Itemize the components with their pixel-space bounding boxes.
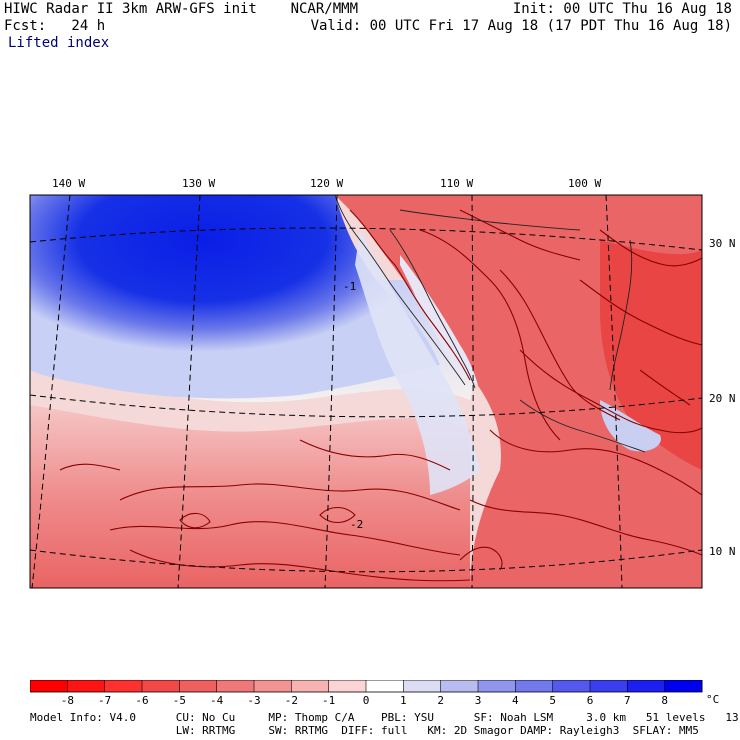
lat-label-30n: 30 N: [709, 237, 736, 250]
colorbar-tick-labels: -8 -7 -6 -5 -4 -3 -2 -1 0 1 2 3 4 5 6 7 8: [61, 680, 668, 707]
lat-label-20n: 20 N: [709, 392, 736, 405]
colorbar-bin: [254, 680, 292, 692]
init-time: Init: 00 UTC Thu 16 Aug 18: [512, 1, 732, 17]
model-info-line1: Model Info: V4.0 CU: No Cu MP: Thomp C/A…: [30, 711, 740, 724]
southern-unstable-region: [30, 405, 470, 588]
colorbar-tick-label: 3: [475, 694, 482, 707]
lat-label-10n: 10 N: [709, 545, 736, 558]
colorbar-tick-label: 5: [549, 694, 556, 707]
colorbar-tick-label: -3: [247, 694, 260, 707]
colorbar-bin: [664, 680, 703, 692]
contour-label-minus1: -1: [343, 280, 356, 293]
colorbar-bins: [30, 680, 703, 692]
colorbar-tick-label: 7: [624, 694, 631, 707]
colorbar-bin: [440, 680, 479, 692]
baja-coastal-stable: [355, 230, 480, 495]
colorbar-bin: [328, 680, 367, 692]
lon-label-140w: 140 W: [52, 177, 85, 190]
graticule: [29, 194, 703, 589]
colorbar-tick-label: 2: [437, 694, 444, 707]
colorbar-bin: [30, 680, 68, 692]
colorbar-bin: [142, 680, 180, 692]
colorbar-bin: [104, 680, 143, 692]
model-title: HIWC Radar II 3km ARW-GFS init NCAR/MMM: [4, 1, 359, 17]
colorbar-tick-label: -8: [61, 694, 74, 707]
field-name: Lifted index: [8, 35, 110, 51]
map-canvas: 140 W 130 W 120 W 110 W 100 W 30 N 20 N …: [29, 177, 736, 589]
colorbar-bin: [515, 680, 554, 692]
colorbar-tick-label: 4: [512, 694, 519, 707]
colorbar: -8 -7 -6 -5 -4 -3 -2 -1 0 1 2 3 4 5 6 7 8 °C: [30, 680, 719, 707]
colorbar-tick-label: -4: [210, 694, 224, 707]
forecast-hour: Fcst: 24 h: [4, 18, 106, 34]
colorbar-tick-label: -6: [135, 694, 148, 707]
colorbar-tick-label: -2: [285, 694, 298, 707]
colorbar-tick-label: 1: [400, 694, 407, 707]
stable-ocean-region: [30, 195, 440, 399]
contour-label-minus2: -2: [350, 518, 363, 531]
gulf-unstable-region: [600, 240, 702, 470]
colorbar-unit: °C: [706, 693, 719, 706]
lon-label-110w: 110 W: [440, 177, 473, 190]
colorbar-bin: [627, 680, 666, 692]
colorbar-tick-label: -1: [322, 694, 335, 707]
colorbar-bin: [179, 680, 218, 692]
valid-time: Valid: 00 UTC Fri 17 Aug 18 (17 PDT Thu …: [310, 18, 732, 34]
lon-label-100w: 100 W: [568, 177, 601, 190]
colorbar-tick-label: -7: [98, 694, 111, 707]
bay-of-campeche: [600, 400, 661, 452]
colorbar-bin: [291, 680, 330, 692]
colorbar-bin: [590, 680, 628, 692]
lon-label-120w: 120 W: [310, 177, 343, 190]
map-frame: [29, 194, 703, 589]
colorbar-tick-label: 0: [363, 694, 370, 707]
colorbar-tick-label: 6: [587, 694, 594, 707]
colorbar-bin: [552, 680, 591, 692]
lon-label-130w: 130 W: [182, 177, 215, 190]
colorbar-bin: [216, 680, 255, 692]
colorbar-bin: [67, 680, 106, 692]
colorbar-tick-label: 8: [661, 694, 668, 707]
model-info-line2: LW: RRTMG SW: RRTMG DIFF: full KM: 2D Sm…: [30, 724, 699, 737]
colorbar-bin: [403, 680, 442, 692]
colorbar-bin: [478, 680, 516, 692]
lifted-index-map: 140 W 130 W 120 W 110 W 100 W 30 N 20 N …: [0, 170, 740, 600]
colorbar-bin: [366, 680, 404, 692]
colorbar-tick-label: -5: [173, 694, 186, 707]
